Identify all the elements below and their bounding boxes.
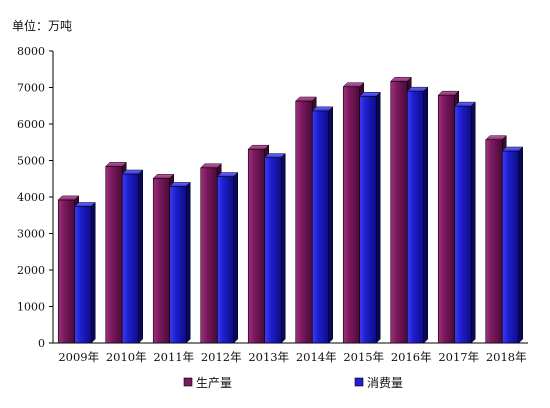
y-tick-label: 4000: [17, 191, 45, 204]
x-tick-label: 2017年: [438, 350, 479, 364]
bar-side-face: [91, 201, 96, 344]
bar-consumption: [406, 90, 425, 344]
x-tick-label: 2013年: [248, 350, 289, 364]
bars: [57, 76, 524, 344]
bar-side-face: [376, 91, 381, 344]
legend-label: 消费量: [367, 376, 403, 390]
y-tick-label: 5000: [17, 155, 45, 168]
bar-production: [57, 199, 76, 344]
y-tick-label: 1000: [17, 301, 45, 314]
bar-side-face: [186, 181, 191, 344]
y-tick-label: 3000: [17, 228, 45, 241]
x-tick-label: 2011年: [153, 350, 194, 364]
bar-consumption: [311, 110, 330, 344]
bar-production: [390, 80, 408, 344]
y-tick-label: 2000: [17, 264, 45, 277]
bar-production: [295, 100, 313, 344]
x-tick-label: 2016年: [391, 350, 432, 364]
bar-side-face: [423, 86, 428, 344]
bar-production: [485, 139, 503, 344]
bar-production: [437, 94, 456, 344]
x-tick-label: 2018年: [486, 350, 527, 364]
bar-production: [152, 178, 171, 344]
bar-consumption: [501, 150, 520, 344]
bar-consumption: [264, 157, 282, 344]
x-tick-label: 2015年: [343, 350, 384, 364]
bar-side-face: [471, 101, 476, 344]
legend-swatch: [183, 377, 193, 387]
bar-side-face: [233, 171, 238, 344]
bar-consumption: [359, 95, 377, 344]
bar-consumption: [216, 176, 235, 344]
x-tick-label: 2009年: [58, 350, 99, 364]
y-tick-label: 0: [38, 337, 45, 350]
unit-label: 单位：万吨: [12, 19, 73, 33]
x-tick-label: 2010年: [106, 350, 147, 364]
bar-production: [200, 167, 218, 344]
bar-production: [342, 86, 361, 344]
legend: 生产量 消费量: [183, 376, 403, 390]
bar-production: [247, 148, 266, 344]
y-tick-label: 6000: [17, 118, 45, 131]
bar-consumption: [454, 105, 472, 344]
bar-side-face: [328, 106, 333, 344]
x-tick-label: 2012年: [201, 350, 242, 364]
bar-consumption: [169, 186, 187, 344]
bar-production: [105, 166, 123, 344]
y-tick-label: 8000: [17, 45, 45, 58]
x-tick-label: 2014年: [296, 350, 337, 364]
legend-swatch: [354, 377, 364, 387]
tick-labels: 0 1000 2000 3000 4000 5000 6000 7000 8000 2009年 20…: [17, 45, 527, 364]
legend-label: 生产量: [196, 376, 232, 390]
bar-side-face: [138, 169, 143, 344]
bar-consumption: [74, 206, 92, 344]
bar-side-face: [518, 146, 523, 344]
bar-consumption: [121, 173, 140, 344]
y-tick-label: 7000: [17, 82, 45, 95]
bar-side-face: [281, 152, 286, 344]
